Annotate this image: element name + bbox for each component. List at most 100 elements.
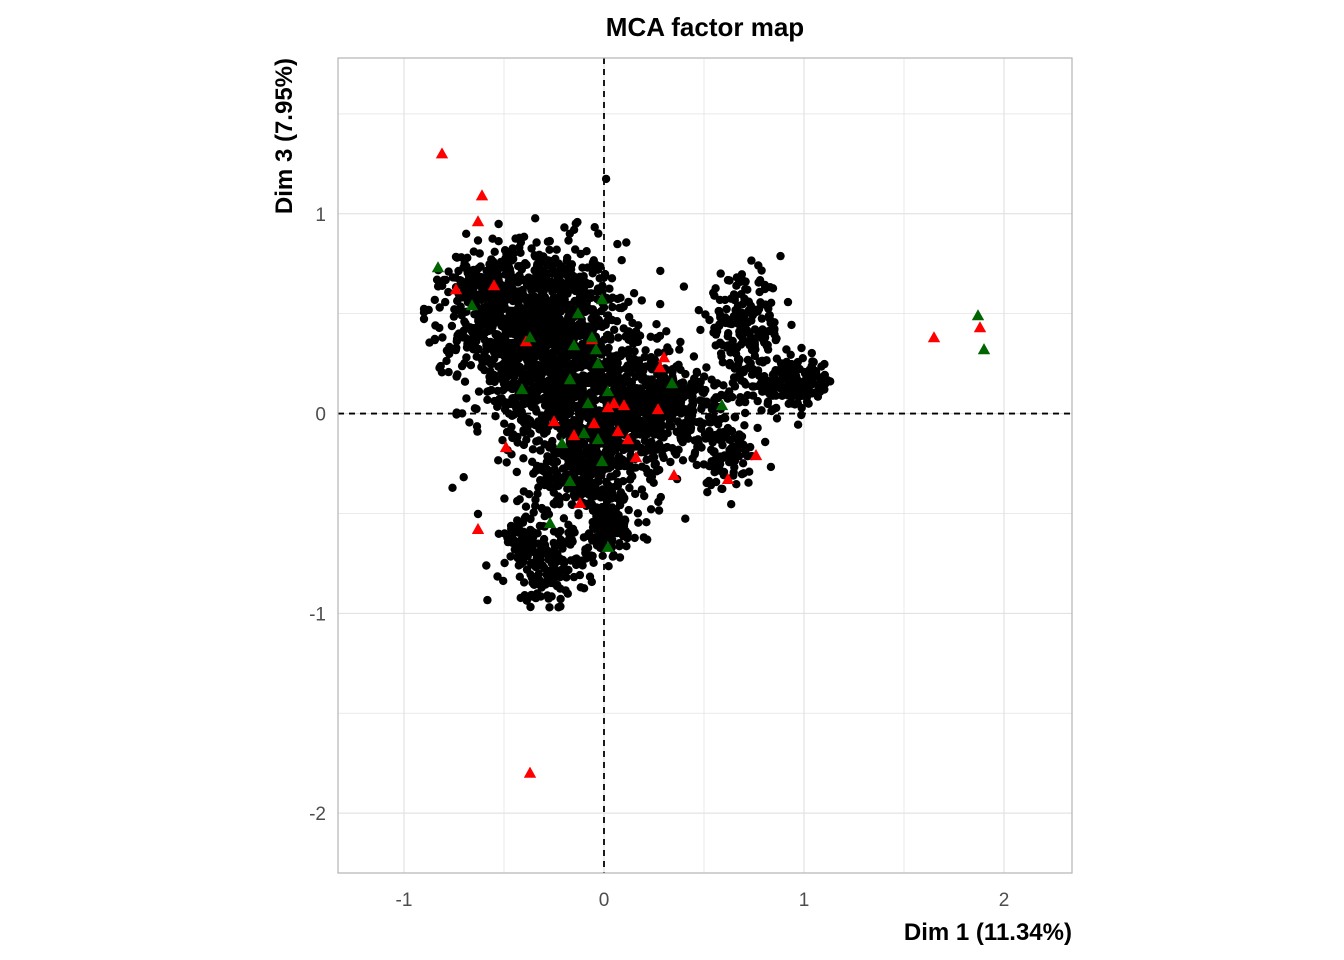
category-point xyxy=(543,516,557,528)
individual-point xyxy=(500,529,509,538)
individual-point xyxy=(523,424,532,434)
individual-point xyxy=(531,252,540,261)
individual-point xyxy=(616,488,626,497)
category-point xyxy=(567,339,581,351)
individual-point xyxy=(598,551,607,560)
individual-point xyxy=(708,438,717,447)
individual-point xyxy=(472,352,481,361)
individual-point xyxy=(719,467,729,477)
individual-point xyxy=(724,329,733,338)
category-point xyxy=(595,455,609,467)
individual-point xyxy=(500,558,509,568)
category-point xyxy=(555,437,569,449)
individual-point xyxy=(487,255,496,264)
individual-point xyxy=(750,351,760,361)
individual-point xyxy=(700,372,709,381)
individual-point xyxy=(628,359,638,368)
category-point xyxy=(651,403,665,415)
individual-point xyxy=(787,383,797,393)
individual-point xyxy=(628,411,638,420)
individual-point xyxy=(813,392,823,401)
individual-point xyxy=(463,268,472,278)
category-point xyxy=(547,415,561,427)
individual-point xyxy=(739,377,749,387)
individual-point xyxy=(723,394,732,403)
individual-point xyxy=(560,223,569,232)
x-tick-label: -1 xyxy=(396,890,413,911)
individual-point xyxy=(720,451,729,460)
individual-point xyxy=(430,295,439,305)
individual-point xyxy=(593,284,603,293)
category-point xyxy=(977,343,991,355)
individual-point xyxy=(562,573,571,582)
individual-point xyxy=(472,404,481,414)
individual-point xyxy=(608,302,617,312)
individual-point xyxy=(658,450,667,460)
individual-point xyxy=(437,368,447,377)
individual-point xyxy=(567,500,576,509)
individual-point xyxy=(527,276,536,286)
individual-point xyxy=(465,418,474,427)
individual-point xyxy=(574,299,584,309)
individual-point xyxy=(561,566,571,575)
individual-point xyxy=(559,514,569,523)
individual-point xyxy=(452,253,462,262)
individual-point xyxy=(543,237,553,246)
individual-point xyxy=(561,492,571,502)
individual-point xyxy=(647,353,656,362)
individual-point xyxy=(723,275,733,285)
category-point xyxy=(973,321,987,333)
individual-point xyxy=(704,476,714,486)
individual-point xyxy=(656,492,665,502)
individual-point xyxy=(564,312,573,322)
individual-point xyxy=(552,245,561,254)
individual-point xyxy=(563,462,572,471)
individual-point xyxy=(652,467,661,476)
individual-point xyxy=(715,295,725,305)
individual-point xyxy=(654,419,663,428)
individual-point xyxy=(608,472,618,481)
individual-point xyxy=(466,276,475,285)
individual-point xyxy=(483,595,492,605)
individual-point xyxy=(506,287,515,297)
individual-point xyxy=(646,394,655,403)
individual-point xyxy=(620,387,630,397)
individual-point xyxy=(571,245,580,254)
individual-point xyxy=(604,562,613,571)
individual-point xyxy=(509,277,518,286)
category-point xyxy=(617,399,631,411)
individual-point xyxy=(793,392,802,401)
individual-point xyxy=(612,417,621,427)
individual-point xyxy=(629,339,638,348)
individual-point xyxy=(740,421,749,430)
individual-point xyxy=(743,391,752,400)
individual-point xyxy=(500,352,509,361)
individual-point xyxy=(807,348,816,358)
individual-point xyxy=(656,266,665,276)
individual-point xyxy=(457,308,467,317)
individual-point xyxy=(783,297,793,307)
individual-point xyxy=(549,488,558,497)
individual-point xyxy=(699,460,708,469)
individual-point xyxy=(541,271,550,280)
category-point xyxy=(595,293,609,305)
individual-point xyxy=(622,542,631,551)
individual-point xyxy=(711,341,720,350)
individual-point xyxy=(559,396,568,405)
individual-point xyxy=(615,539,624,548)
individual-point xyxy=(597,306,606,316)
individual-point xyxy=(541,426,550,436)
individual-point xyxy=(576,481,585,490)
individual-point xyxy=(461,319,470,328)
individual-point xyxy=(495,345,504,354)
individual-point xyxy=(558,431,567,440)
individual-point xyxy=(635,426,645,436)
individual-point xyxy=(528,445,538,454)
individual-point xyxy=(664,421,673,431)
individual-point xyxy=(584,469,593,478)
individual-point xyxy=(711,330,721,339)
individual-point xyxy=(578,474,587,483)
individual-point xyxy=(499,576,508,586)
individual-point xyxy=(498,386,508,395)
